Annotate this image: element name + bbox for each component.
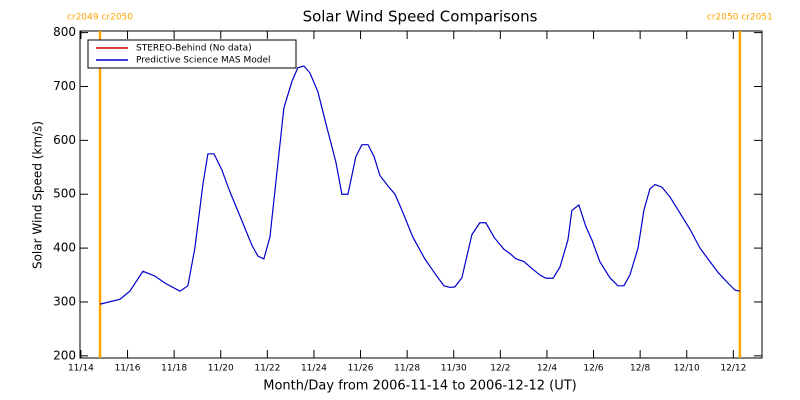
x-tick-label: 12/10 [674,364,700,374]
x-tick-label: 11/18 [161,364,187,374]
x-tick-label: 12/2 [490,364,510,374]
legend-box [87,39,297,69]
x-tick-label: 11/30 [441,364,467,374]
y-tick-label: 200 [53,348,76,362]
x-tick-label: 12/8 [630,364,650,374]
x-tick-label: 11/14 [68,364,94,374]
y-tick-label: 400 [53,241,76,255]
legend-label: STEREO-Behind (No data) [136,44,252,54]
legend-label: Predictive Science MAS Model [136,56,271,66]
x-tick-label: 12/12 [720,364,746,374]
rotation-label: cr2049 cr2050 [67,13,133,23]
series-line [99,65,740,305]
rotation-label: cr2050 cr2051 [707,13,773,23]
x-tick-label: 11/24 [301,364,327,374]
x-axis-label: Month/Day from 2006-11-14 to 2006-12-12 … [263,379,576,394]
x-tick-label: 12/6 [583,364,603,374]
chart-title: Solar Wind Speed Comparisons [303,8,538,26]
y-tick-label: 700 [53,79,76,93]
x-tick-label: 12/4 [537,364,557,374]
x-tick-label: 11/28 [394,364,420,374]
y-tick-label: 300 [53,294,76,308]
y-axis-label: Solar Wind Speed (km/s) [31,121,45,269]
y-tick-label: 500 [53,187,76,201]
y-tick-label: 800 [53,25,76,39]
y-tick-label: 600 [53,133,76,147]
x-tick-label: 11/26 [348,364,374,374]
x-tick-label: 11/16 [115,364,141,374]
x-tick-label: 11/20 [208,364,234,374]
x-tick-label: 11/22 [254,364,280,374]
